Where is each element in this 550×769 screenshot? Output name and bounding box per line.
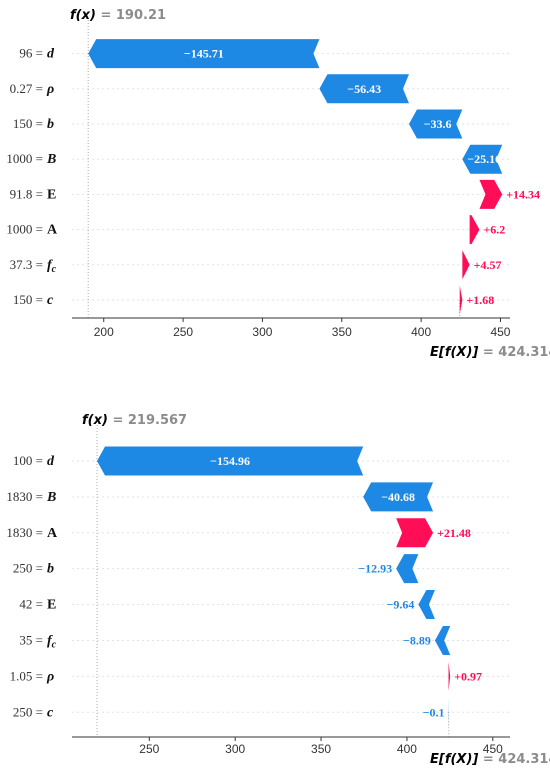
x-tick-label: 350 — [311, 742, 331, 756]
waterfall-panel-1: −145.71 96 = d −56.43 0.27 = ρ −33.6 150 = b −25.… — [6, 8, 550, 360]
feature-name-label: fc — [47, 258, 57, 275]
positive-bar — [462, 250, 470, 280]
x-tick-label: 300 — [225, 742, 245, 756]
negative-bar — [462, 144, 503, 174]
feature-name-subscript: c — [52, 639, 57, 650]
bar-value-label: +6.2 — [483, 223, 505, 237]
feature-value-label: 150 = — [13, 292, 43, 307]
feature-value-label: 150 = — [13, 116, 43, 131]
negative-bar — [418, 590, 435, 620]
fx-label: f(x) — [70, 8, 96, 23]
bar-value-label: +0.97 — [454, 669, 482, 683]
ex-label: E[f(X)] — [430, 345, 478, 360]
x-tick-label: 400 — [411, 325, 431, 339]
negative-bar — [319, 74, 409, 104]
positive-bar — [459, 285, 463, 315]
feature-value-label: 1.05 = — [10, 668, 43, 683]
feature-name-label: c — [47, 705, 54, 720]
x-tick-label: 200 — [94, 325, 114, 339]
feature-name-label: d — [47, 454, 55, 469]
positive-bar — [479, 179, 503, 209]
x-tick-label: 250 — [173, 325, 193, 339]
feature-name-subscript: c — [52, 264, 57, 275]
feature-name-label: B — [46, 490, 56, 505]
feature-value-label: 1830 = — [6, 489, 43, 504]
negative-bar — [363, 482, 434, 512]
negative-bar — [396, 554, 419, 584]
negative-bar — [408, 109, 463, 139]
ex-label: E[f(X)] — [430, 752, 478, 767]
fx-label: f(x) — [82, 413, 108, 428]
feature-value-label: 1830 = — [6, 525, 43, 540]
feature-name-label: B — [46, 152, 56, 167]
bar-value-label: +21.48 — [437, 526, 471, 540]
bar-value-label: −154.96 — [210, 454, 250, 468]
negative-bar — [434, 625, 451, 655]
feature-value-label: 35 = — [19, 632, 43, 647]
feature-name-label: A — [47, 526, 58, 541]
bar-value-label: −145.71 — [184, 47, 224, 61]
feature-name-label: A — [47, 223, 58, 238]
bar-value-label: +1.68 — [466, 293, 494, 307]
feature-name-label: b — [47, 562, 54, 577]
x-tick-label: 300 — [252, 325, 272, 339]
feature-name-label: c — [47, 293, 54, 308]
feature-value-label: 1000 = — [6, 222, 43, 237]
negative-bar — [88, 39, 320, 69]
bar-value-label: −12.93 — [358, 562, 392, 576]
bar-value-label: +14.34 — [506, 187, 540, 201]
feature-value-label: 100 = — [13, 453, 43, 468]
bar-value-label: −33.6 — [424, 117, 452, 131]
feature-name-label: d — [47, 47, 55, 62]
feature-value-label: 250 = — [13, 704, 43, 719]
bar-value-label: +4.57 — [474, 258, 502, 272]
x-tick-label: 250 — [139, 742, 159, 756]
feature-name-label: ρ — [46, 669, 54, 684]
feature-value-label: 96 = — [19, 46, 43, 61]
feature-value-label: 42 = — [19, 597, 43, 612]
bar-value-label: −56.43 — [347, 82, 381, 96]
fx-annotation: f(x) = 219.567 — [82, 413, 187, 428]
feature-name-label: E — [47, 598, 56, 613]
fx-value: = 219.567 — [108, 413, 187, 428]
bar-value-label: −40.68 — [381, 490, 415, 504]
ex-value: = 424.314 — [478, 752, 550, 767]
feature-value-label: 1000 = — [6, 151, 43, 166]
positive-bar — [469, 215, 480, 245]
feature-value-label: 250 = — [13, 561, 43, 576]
bar-value-label: −0.1 — [423, 705, 445, 719]
positive-bar — [396, 518, 434, 548]
expected-value-annotation: E[f(X)] = 424.314 — [430, 345, 550, 360]
positive-bar — [448, 661, 451, 691]
feature-name-label: ρ — [46, 82, 54, 97]
x-tick-label: 350 — [332, 325, 352, 339]
negative-bar — [97, 446, 364, 476]
x-tick-label: 450 — [483, 742, 503, 756]
fx-value: = 190.21 — [96, 8, 166, 23]
expected-value-annotation: E[f(X)] = 424.314 — [430, 752, 550, 767]
bar-value-label: −8.89 — [403, 633, 431, 647]
feature-name-label: fc — [47, 633, 57, 650]
bar-value-label: −25.16 — [467, 152, 501, 166]
x-tick-label: 450 — [490, 325, 510, 339]
feature-name-label: E — [47, 187, 56, 202]
fx-annotation: f(x) = 190.21 — [70, 8, 166, 23]
feature-value-label: 0.27 = — [10, 81, 43, 96]
feature-value-label: 91.8 = — [10, 186, 43, 201]
feature-value-label: 37.3 = — [10, 257, 43, 272]
bar-value-label: −9.64 — [387, 598, 415, 612]
x-tick-label: 400 — [397, 742, 417, 756]
feature-name-label: b — [47, 117, 54, 132]
ex-value: = 424.314 — [478, 345, 550, 360]
